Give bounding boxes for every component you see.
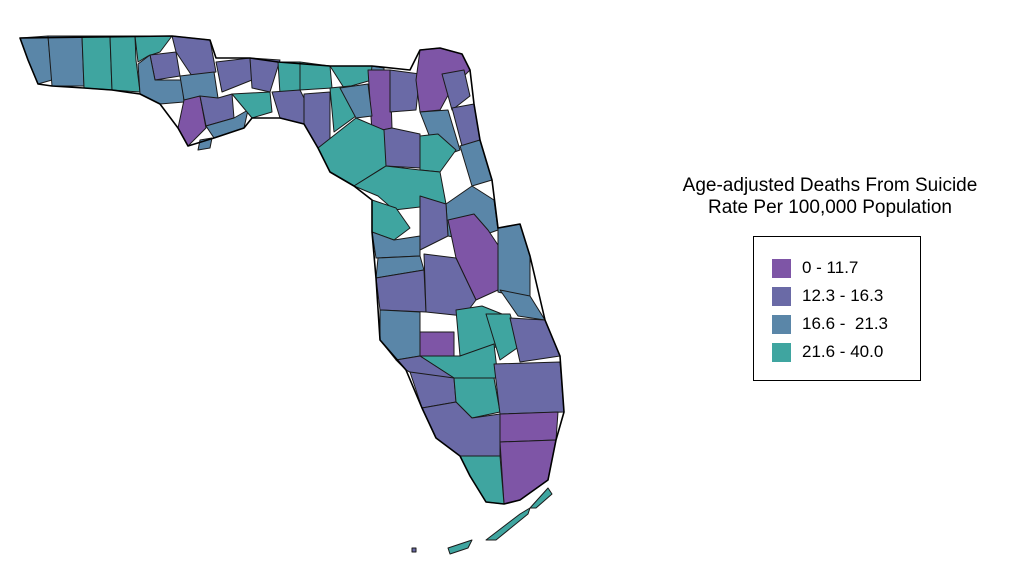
- legend-swatch-class-3: [772, 314, 791, 334]
- island-5: [197, 137, 213, 151]
- county-52: [409, 371, 457, 409]
- island-4: [411, 547, 417, 553]
- county-42: [375, 269, 427, 313]
- legend-item-class-1: 0 - 11.7: [772, 257, 858, 279]
- map-svg: [19, 35, 565, 555]
- legend-title-line-2: Rate Per 100,000 Population: [707, 197, 952, 218]
- legend-label-class-1: 0 - 11.7: [802, 258, 859, 277]
- county-10: [177, 95, 207, 147]
- county-1: [19, 35, 53, 85]
- legend-item-class-4: 21.6 - 40.0: [772, 341, 883, 363]
- county-13: [215, 57, 253, 93]
- county-16: [277, 61, 301, 95]
- legend-title: Age-adjusted Deaths From Suicide Rate Pe…: [640, 175, 1020, 219]
- county-27: [441, 69, 471, 111]
- county-40: [497, 223, 531, 301]
- legend-swatch-class-4: [772, 342, 791, 362]
- island-1: [447, 539, 473, 555]
- county-2: [47, 35, 85, 87]
- state-outline: [19, 35, 565, 505]
- county-48: [379, 309, 421, 361]
- county-54: [493, 361, 565, 415]
- county-56: [499, 411, 559, 443]
- florida-county-map: [19, 35, 565, 555]
- legend-swatch-class-2: [772, 286, 791, 306]
- county-38: [419, 195, 449, 251]
- county-11: [199, 93, 235, 127]
- legend-label-class-3: 16.6 - 21.3: [802, 314, 889, 333]
- county-15: [231, 91, 273, 119]
- legend-label-class-2: 12.3 - 16.3: [802, 286, 884, 305]
- county-20: [367, 69, 393, 133]
- legend-swatch-class-1: [772, 258, 791, 278]
- county-14: [249, 57, 281, 93]
- legend-box: 0 - 11.7 12.3 - 16.3 16.6 - 21.3 21.6 - …: [753, 236, 921, 381]
- legend-item-class-3: 16.6 - 21.3: [772, 313, 888, 335]
- county-25: [389, 69, 421, 113]
- county-31: [419, 133, 457, 173]
- county-24: [339, 83, 373, 119]
- county-12: [205, 109, 249, 139]
- county-3: [81, 35, 113, 91]
- island-3: [529, 487, 553, 509]
- county-53: [453, 377, 501, 419]
- legend-label-class-4: 21.6 - 40.0: [802, 342, 884, 361]
- island-2: [485, 507, 531, 541]
- legend-item-class-2: 12.3 - 16.3: [772, 285, 883, 307]
- legend-title-line-1: Age-adjusted Deaths From Suicide: [682, 175, 978, 196]
- county-47: [419, 331, 455, 359]
- county-21: [271, 89, 309, 125]
- county-22: [303, 91, 331, 149]
